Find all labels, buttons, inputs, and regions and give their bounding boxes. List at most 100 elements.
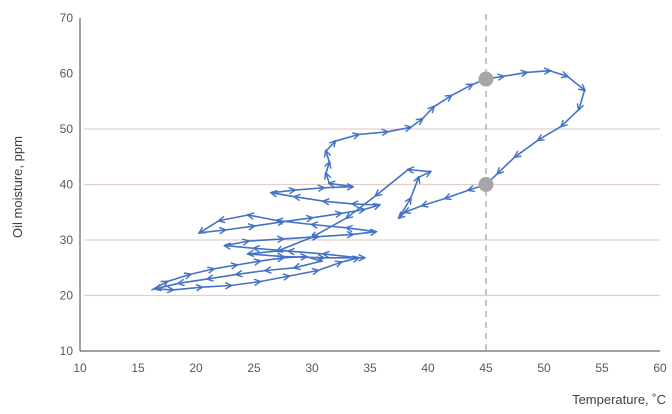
x-tick-label: 15 — [131, 361, 145, 375]
series-segment — [224, 241, 248, 247]
x-tick-label: 25 — [247, 361, 261, 375]
series-segment — [248, 251, 279, 254]
series-segment — [386, 127, 410, 133]
series-segment — [311, 213, 341, 219]
series-segment — [340, 210, 364, 215]
series-segment — [326, 162, 330, 175]
y-tick-label: 10 — [60, 344, 74, 358]
highlight-point — [478, 71, 494, 87]
series-segment — [212, 265, 236, 270]
series-segment — [421, 107, 434, 120]
series-segment — [293, 188, 324, 190]
series-segment — [237, 269, 267, 275]
series-segment — [258, 258, 283, 261]
series-segment — [295, 260, 323, 268]
series-segment — [450, 85, 472, 97]
series-segment — [172, 287, 202, 290]
x-tick-labels: 10 15 20 25 30 35 40 45 50 55 60 — [73, 361, 667, 375]
series-segment — [316, 234, 353, 236]
series-segment — [312, 225, 348, 228]
series — [151, 69, 585, 290]
series-segment — [289, 251, 325, 254]
x-tick-label: 30 — [305, 361, 319, 375]
series-segment — [334, 135, 358, 142]
series-segment — [566, 75, 584, 90]
series-segment — [363, 205, 379, 211]
series-segment — [200, 219, 220, 233]
series-segment — [235, 261, 260, 266]
series-segment — [326, 151, 330, 164]
series-segment — [325, 141, 335, 152]
x-tick-label: 55 — [595, 361, 609, 375]
y-tick-label: 30 — [60, 233, 74, 247]
series-segment — [405, 204, 424, 213]
x-tick-label: 10 — [73, 361, 87, 375]
y-tick-label: 20 — [60, 289, 74, 303]
axes — [79, 18, 660, 352]
series-segment — [538, 125, 563, 140]
x-tick-label: 20 — [189, 361, 203, 375]
series-segment — [248, 215, 279, 222]
series-segment — [225, 246, 255, 249]
series-segment — [189, 269, 213, 276]
gridlines — [84, 128, 660, 297]
series-segment — [208, 273, 238, 279]
series-segment — [198, 230, 226, 233]
series-segment — [347, 228, 377, 233]
x-tick-label: 50 — [537, 361, 551, 375]
series-segment — [445, 189, 470, 198]
series-segment — [347, 194, 377, 218]
series-segment — [271, 193, 296, 198]
series-segment — [154, 289, 172, 290]
series-segment — [312, 217, 348, 237]
y-tick-labels: 10 20 30 40 50 60 70 — [60, 11, 74, 358]
series-segment — [351, 232, 376, 235]
series-segment — [253, 222, 283, 227]
series-segment — [230, 282, 260, 287]
series-segment — [282, 218, 312, 223]
series-segment — [329, 183, 354, 186]
series-segment — [502, 72, 526, 78]
series-segment — [353, 204, 381, 205]
series-segment — [247, 254, 283, 257]
series-segment — [324, 201, 354, 204]
series-segment — [258, 276, 289, 283]
series-segment — [548, 69, 567, 77]
x-tick-label: 40 — [421, 361, 435, 375]
series-segment — [398, 198, 411, 219]
series-segment — [287, 271, 318, 277]
series-segment — [417, 172, 431, 179]
y-tick-label: 70 — [60, 11, 74, 25]
series-segment — [561, 108, 580, 127]
series-segment — [515, 139, 540, 157]
series-segment — [376, 168, 410, 196]
series-segment — [224, 226, 254, 231]
series-segment — [409, 177, 419, 200]
series-segment — [432, 96, 451, 108]
x-tick-label: 45 — [479, 361, 493, 375]
series-segment — [316, 262, 341, 272]
y-tick-label: 40 — [60, 178, 74, 192]
series-segment — [409, 119, 423, 129]
series-segment — [219, 214, 249, 221]
series-segment — [201, 286, 231, 288]
highlight-points — [478, 71, 494, 192]
series-segment — [270, 190, 294, 193]
x-tick-label: 60 — [653, 361, 667, 375]
y-axis-title: Oil moisture, ppm — [10, 136, 25, 238]
series-segment — [277, 236, 313, 251]
series-segment — [357, 132, 387, 135]
x-axis-title: Temperature, ˚C — [572, 392, 666, 407]
series-segment — [525, 71, 550, 73]
y-tick-label: 60 — [60, 67, 74, 81]
series-segment — [422, 197, 447, 205]
series-segment — [408, 170, 432, 172]
series-segment — [266, 268, 296, 271]
series-segment — [498, 156, 516, 174]
series-segment — [295, 197, 325, 202]
series-segment — [247, 239, 283, 241]
series-segment — [282, 257, 324, 258]
series-segment — [179, 278, 209, 283]
series-segment — [326, 173, 330, 185]
